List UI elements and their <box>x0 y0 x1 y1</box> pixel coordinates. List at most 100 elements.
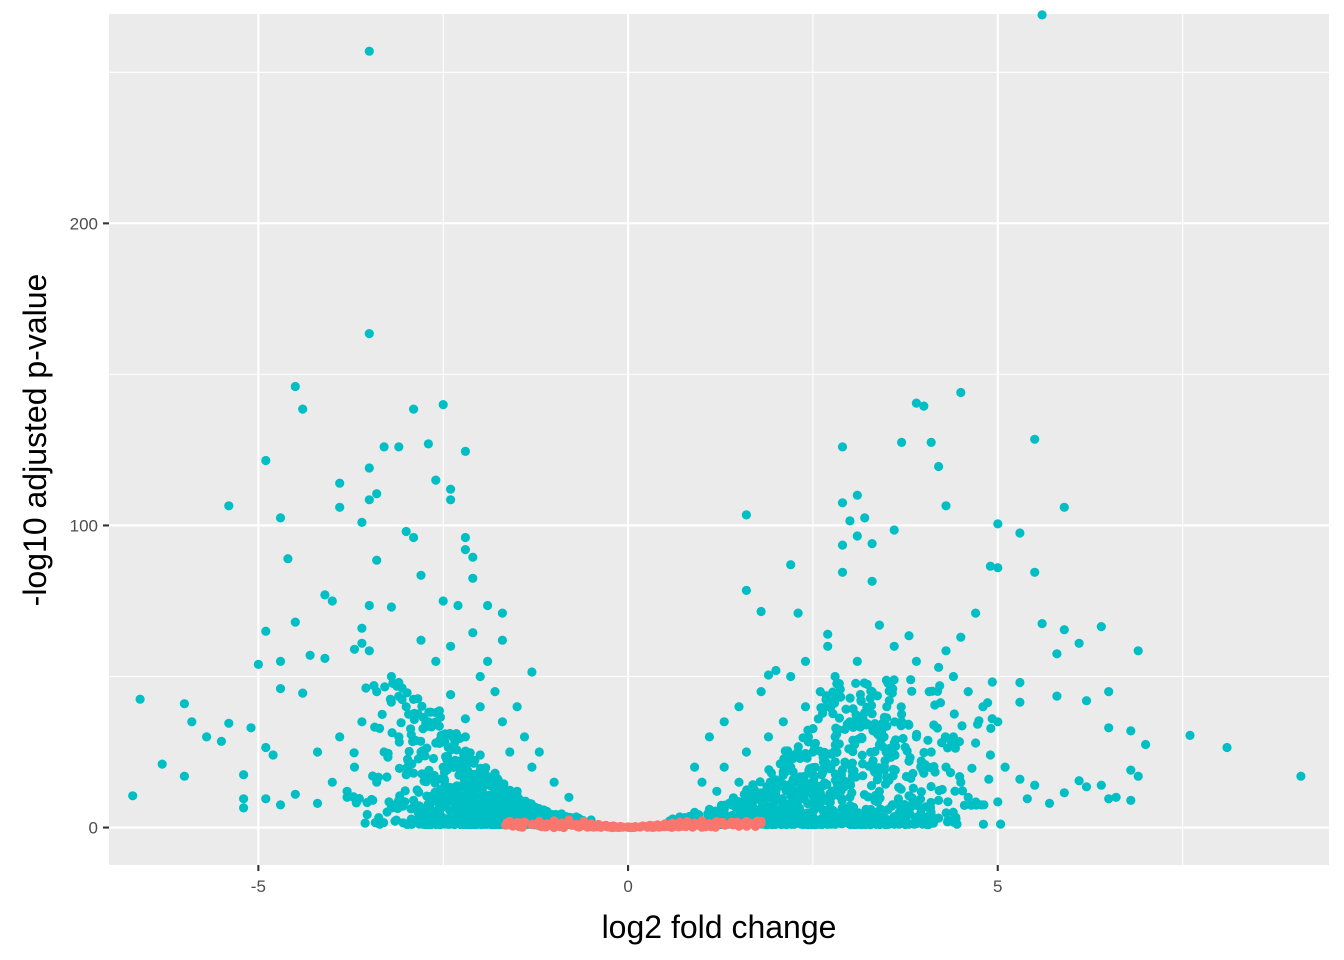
significant-point <box>763 732 774 742</box>
significant-point <box>866 700 877 711</box>
significant-point <box>519 732 530 742</box>
significant-point <box>941 646 951 656</box>
significant-point <box>480 779 490 789</box>
significant-point <box>764 765 774 775</box>
significant-point <box>993 563 1003 573</box>
not-significant-point <box>505 818 515 828</box>
significant-point <box>492 796 502 806</box>
significant-point <box>460 446 470 456</box>
significant-point <box>497 717 507 727</box>
significant-point <box>475 671 485 682</box>
significant-point <box>956 632 966 642</box>
significant-point <box>858 759 868 769</box>
significant-point <box>845 516 855 526</box>
significant-point <box>380 682 390 692</box>
significant-point <box>930 700 940 710</box>
significant-point <box>468 818 478 828</box>
significant-point <box>861 804 871 814</box>
significant-point <box>1059 788 1069 798</box>
significant-point <box>430 778 440 788</box>
significant-point <box>860 513 870 523</box>
significant-point <box>1222 742 1232 753</box>
not-significant-point <box>638 821 648 831</box>
significant-point <box>1015 677 1025 688</box>
significant-point <box>815 788 825 798</box>
significant-point <box>379 442 389 452</box>
not-significant-point <box>542 819 552 829</box>
significant-point <box>922 812 932 822</box>
significant-point <box>497 635 507 645</box>
significant-point <box>874 726 885 736</box>
significant-point <box>505 747 515 757</box>
significant-point <box>409 532 419 543</box>
significant-point <box>786 560 796 570</box>
significant-point <box>996 819 1006 829</box>
significant-point <box>246 723 256 733</box>
significant-point <box>305 650 315 660</box>
not-significant-point <box>564 815 574 825</box>
significant-point <box>394 442 404 452</box>
significant-point <box>446 788 456 798</box>
x-tick-label: 0 <box>623 877 632 896</box>
significant-point <box>446 641 456 651</box>
significant-point <box>800 702 811 712</box>
significant-point <box>796 776 806 786</box>
significant-point <box>1185 730 1195 741</box>
significant-point <box>453 756 463 766</box>
significant-point <box>889 750 900 760</box>
significant-point <box>1081 782 1092 792</box>
significant-point <box>940 732 951 742</box>
significant-point <box>361 683 371 693</box>
significant-point <box>527 667 537 677</box>
significant-point <box>848 811 858 821</box>
significant-point <box>327 596 337 606</box>
significant-point <box>934 461 944 472</box>
significant-point <box>1104 723 1114 733</box>
significant-point <box>908 783 918 793</box>
significant-point <box>1044 798 1055 809</box>
significant-point <box>911 732 922 742</box>
significant-point <box>821 695 831 705</box>
significant-point <box>779 755 789 765</box>
not-significant-point <box>704 819 715 829</box>
significant-point <box>950 786 960 796</box>
significant-point <box>741 585 752 596</box>
significant-point <box>963 792 973 802</box>
significant-point <box>866 747 876 757</box>
significant-point <box>261 742 271 753</box>
significant-point <box>904 819 914 829</box>
significant-point <box>239 794 249 804</box>
x-axis-title: log2 fold change <box>602 909 837 945</box>
significant-point <box>949 709 959 719</box>
significant-point <box>937 784 947 795</box>
significant-point <box>860 708 870 718</box>
significant-point <box>971 608 981 618</box>
significant-point <box>571 812 581 822</box>
significant-point <box>409 795 419 806</box>
significant-point <box>379 747 389 757</box>
significant-point <box>1015 697 1025 707</box>
significant-point <box>135 694 145 704</box>
significant-point <box>409 708 419 719</box>
significant-point <box>1059 502 1069 512</box>
significant-point <box>875 793 885 803</box>
significant-point <box>808 763 818 773</box>
significant-point <box>830 757 840 767</box>
significant-point <box>889 738 899 748</box>
not-significant-point <box>734 821 744 831</box>
significant-point <box>1052 691 1062 701</box>
significant-point <box>387 728 397 738</box>
significant-point <box>556 809 567 819</box>
significant-point <box>179 771 189 781</box>
significant-point <box>866 781 877 791</box>
significant-point <box>512 702 522 712</box>
significant-point <box>911 398 922 408</box>
significant-point <box>867 687 877 697</box>
significant-point <box>704 804 715 815</box>
significant-point <box>438 596 448 606</box>
significant-point <box>469 788 479 798</box>
significant-point <box>872 775 883 785</box>
significant-point <box>852 490 862 500</box>
significant-point <box>362 809 372 820</box>
significant-point <box>734 702 744 712</box>
